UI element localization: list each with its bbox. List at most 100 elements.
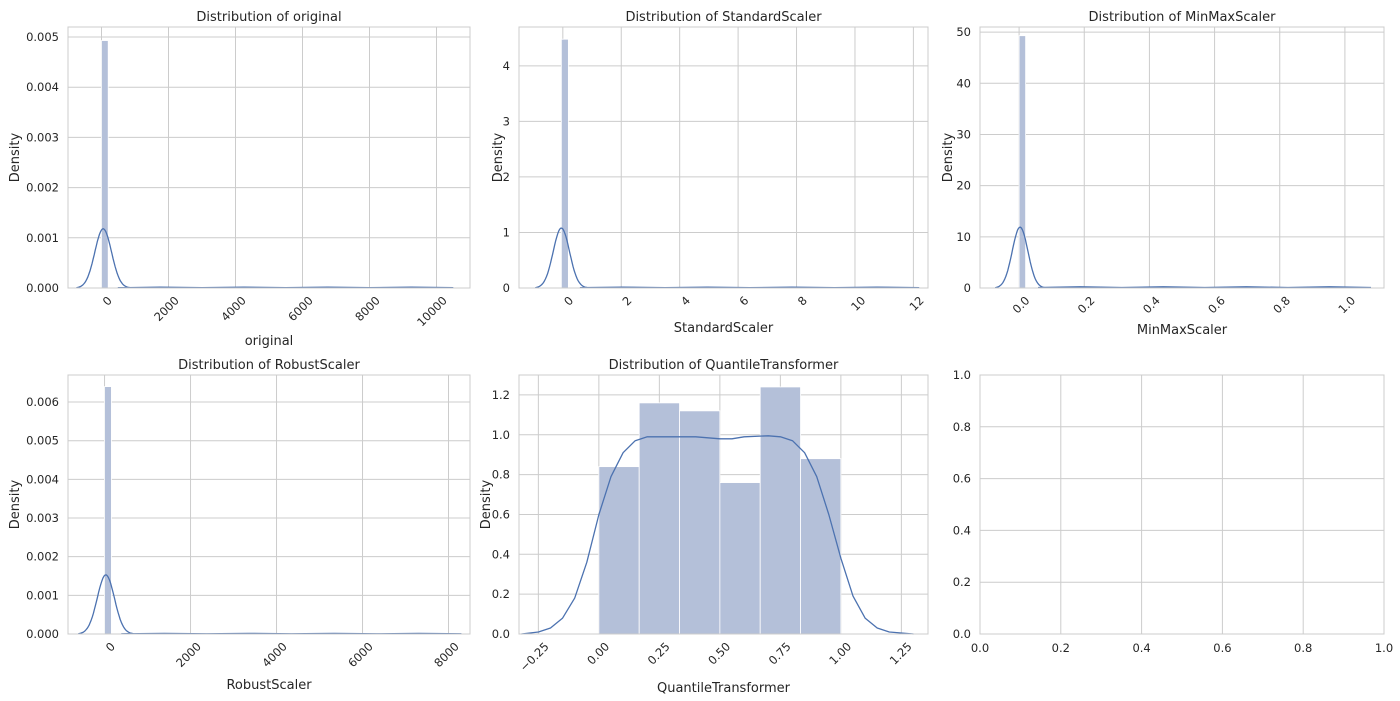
x-tick-label: 12: [906, 293, 926, 313]
x-tick-label: 0: [100, 293, 115, 308]
subplot-4: 0.000 0.001 0.002 0.003 0.004 0.005 0.006 0 2000…: [8, 358, 471, 693]
x-axis-label: MinMaxScaler: [1137, 323, 1228, 338]
y-tick-label: 0.002: [26, 181, 59, 195]
y-tick-label: 3: [503, 114, 510, 128]
y-tick-label: 0.002: [26, 550, 59, 564]
x-tick-label: 0.6: [1213, 641, 1231, 655]
y-tick-label: 0.005: [26, 30, 59, 44]
axes-frame: [979, 26, 1385, 289]
x-axis-label: original: [245, 334, 294, 349]
y-tick-label: 0.004: [26, 472, 59, 486]
chart-title: Distribution of original: [196, 10, 341, 25]
y-tick-label: 0.000: [26, 281, 59, 295]
y-tick-label: 1.0: [492, 428, 510, 442]
x-tick-label: 0.0: [971, 641, 989, 655]
x-tick-label: 0.8: [1270, 293, 1293, 316]
axes-frame: [979, 374, 1385, 635]
axes-frame: [67, 26, 471, 289]
subplot-6: 0.0 0.2 0.4 0.6 0.8 1.0 0.0 0.2 0.4 0.6 0.8 1.0: [953, 368, 1393, 655]
y-tick-label: 40: [956, 76, 971, 90]
x-tick-label: 6000: [285, 293, 316, 324]
y-tick-label: 0.001: [26, 588, 59, 602]
y-tick-label: 1.0: [953, 368, 971, 382]
histogram-bar: [759, 386, 801, 635]
y-tick-label: 0.8: [492, 468, 510, 482]
x-tick-label: 0.0: [1010, 293, 1033, 316]
x-tick-label: 6000: [345, 639, 376, 670]
y-tick-label: 0.000: [26, 627, 59, 641]
y-tick-label: 0.4: [492, 547, 510, 561]
x-tick-label: 10000: [414, 293, 450, 329]
y-tick-label: 0.001: [26, 231, 59, 245]
kde-curve: [78, 574, 462, 635]
x-tick-label: −0.25: [517, 639, 552, 674]
histogram-bar: [800, 458, 842, 635]
histogram-bar: [598, 466, 640, 635]
chart-title: Distribution of StandardScaler: [625, 10, 822, 25]
y-tick-label: 0.2: [492, 587, 510, 601]
y-axis-label: Density: [8, 132, 23, 182]
histogram-bar: [1018, 35, 1027, 289]
y-tick-label: 0: [964, 281, 971, 295]
y-axis-label: Density: [941, 132, 956, 182]
kde-curve: [995, 226, 1372, 289]
y-tick-label: 1.2: [492, 388, 510, 402]
y-axis-label: Density: [491, 132, 506, 182]
x-tick-label: 0.50: [705, 639, 733, 667]
x-tick-label: 2000: [173, 639, 204, 670]
x-tick-label: 0.00: [584, 639, 612, 667]
y-tick-label: 0.2: [953, 575, 971, 589]
histogram-bar: [719, 482, 761, 635]
x-tick-label: 0.75: [766, 639, 794, 667]
chart-title: Distribution of MinMaxScaler: [1089, 10, 1277, 25]
y-tick-label: 0.4: [953, 523, 971, 537]
histogram-bar: [560, 38, 569, 289]
x-tick-label: 1.0: [1335, 293, 1358, 316]
y-tick-label: 0.005: [26, 434, 59, 448]
x-tick-label: 1.00: [826, 639, 854, 667]
x-tick-label: 0.2: [1075, 293, 1098, 316]
y-tick-label: 0.003: [26, 130, 59, 144]
x-tick-label: 2000: [151, 293, 182, 324]
kde-curve: [521, 435, 914, 635]
histogram-bar: [104, 386, 112, 635]
histogram-bar: [101, 40, 109, 289]
y-tick-label: 30: [956, 127, 971, 141]
subplot-3: 0 10 20 30 40 50 0.0 0.2 0.4 0.6 0.8 1.0 Distributio…: [941, 10, 1385, 338]
kde-curve: [76, 228, 454, 289]
x-tick-label: 6: [736, 293, 751, 308]
y-tick-label: 0.6: [492, 507, 510, 521]
x-tick-label: 0.2: [1052, 641, 1070, 655]
y-tick-label: 1: [503, 225, 510, 239]
y-tick-label: 0.0: [492, 627, 510, 641]
x-axis-label: RobustScaler: [226, 678, 312, 693]
x-tick-label: 4000: [259, 639, 290, 670]
x-tick-label: 0: [103, 639, 118, 654]
histogram-bar: [679, 410, 721, 635]
x-tick-label: 0.25: [645, 639, 673, 667]
x-tick-label: 4000: [218, 293, 249, 324]
y-tick-label: 0.004: [26, 80, 59, 94]
x-tick-label: 2: [620, 293, 635, 308]
x-tick-label: 4: [678, 293, 693, 308]
axes-frame: [518, 374, 929, 635]
y-tick-label: 0.003: [26, 511, 59, 525]
y-tick-label: 0.0: [953, 627, 971, 641]
x-axis-label: QuantileTransformer: [657, 681, 791, 696]
x-tick-label: 1.0: [1375, 641, 1393, 655]
y-axis-label: Density: [8, 479, 23, 529]
chart-title: Distribution of RobustScaler: [178, 358, 360, 373]
x-tick-label: 8: [795, 293, 810, 308]
x-tick-label: 1.25: [887, 639, 915, 667]
y-tick-label: 20: [956, 179, 971, 193]
chart-title: Distribution of QuantileTransformer: [609, 358, 839, 373]
y-tick-label: 4: [503, 59, 510, 73]
x-tick-label: 8000: [431, 639, 462, 670]
y-tick-label: 10: [956, 230, 971, 244]
kde-curve: [535, 227, 920, 289]
y-tick-label: 0.6: [953, 472, 971, 486]
x-tick-label: 8000: [352, 293, 383, 324]
x-tick-label: 10: [848, 293, 868, 313]
x-tick-label: 0.8: [1294, 641, 1312, 655]
